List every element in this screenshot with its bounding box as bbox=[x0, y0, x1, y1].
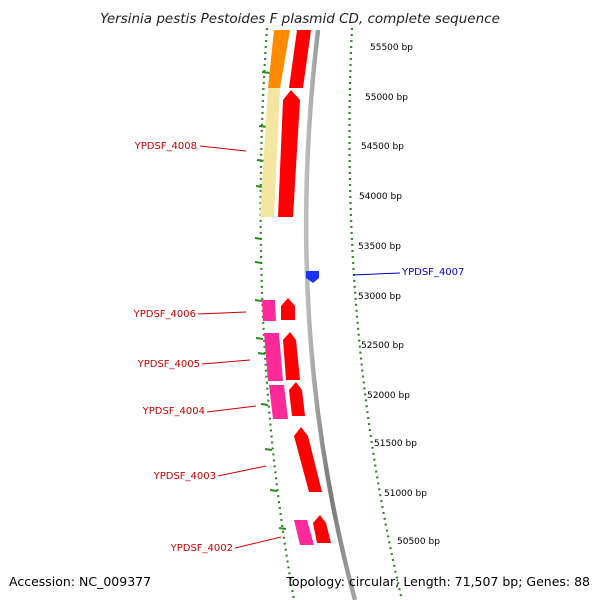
cds-4005 bbox=[283, 332, 300, 380]
misc-feature-4006 bbox=[262, 300, 276, 321]
genome-summary-text: Topology: circular; Length: 71,507 bp; G… bbox=[285, 574, 590, 589]
gene-label-ypdsf-4006[interactable]: YPDSF_4006 bbox=[133, 309, 196, 320]
gene-label-ypdsf-4007[interactable]: YPDSF_4007 bbox=[401, 267, 464, 278]
tick-label-54500: 54500 bp bbox=[361, 142, 404, 152]
tick-label-51500: 51500 bp bbox=[374, 439, 417, 449]
tick-label-53500: 53500 bp bbox=[358, 242, 401, 252]
tick-label-50500: 50500 bp bbox=[397, 537, 440, 547]
cds-4009 bbox=[289, 30, 311, 88]
tick-label-55500: 55500 bp bbox=[370, 43, 413, 53]
tick-label-52000: 52000 bp bbox=[367, 391, 410, 401]
gene-label-ypdsf-4004[interactable]: YPDSF_4004 bbox=[142, 406, 205, 417]
misc-feature-4004 bbox=[269, 385, 288, 419]
tick-label-55000: 55000 bp bbox=[365, 93, 408, 103]
cds-4008 bbox=[278, 90, 300, 217]
tick-label-53000: 53000 bp bbox=[358, 292, 401, 302]
gc-ring-outer bbox=[348, 27, 404, 600]
cds-4003 bbox=[294, 427, 322, 492]
label-leaders bbox=[197, 145, 401, 549]
map-title: Yersinia pestis Pestoides F plasmid CD, … bbox=[100, 11, 500, 27]
backbone-ring bbox=[303, 29, 358, 600]
gene-label-ypdsf-4008[interactable]: YPDSF_4008 bbox=[134, 141, 197, 152]
tick-label-54000: 54000 bp bbox=[359, 192, 402, 202]
gene-label-ypdsf-4005[interactable]: YPDSF_4005 bbox=[137, 359, 200, 370]
gene-label-ypdsf-4003[interactable]: YPDSF_4003 bbox=[153, 471, 216, 482]
gc-ring-inner bbox=[259, 27, 296, 600]
cds-4004 bbox=[289, 382, 305, 416]
misc-feature-4005 bbox=[264, 333, 283, 381]
rna-4007 bbox=[306, 271, 319, 283]
tick-label-51000: 51000 bp bbox=[384, 489, 427, 499]
accession-text: Accession: NC_009377 bbox=[9, 574, 151, 589]
gene-label-ypdsf-4002[interactable]: YPDSF_4002 bbox=[170, 543, 233, 554]
pale-yellow-track-feature bbox=[260, 88, 280, 217]
orange-track-feature bbox=[268, 30, 290, 88]
cds-4002 bbox=[313, 515, 331, 543]
cds-4006 bbox=[281, 298, 295, 320]
tick-label-52500: 52500 bp bbox=[361, 341, 404, 351]
misc-feature-4002 bbox=[294, 520, 314, 545]
